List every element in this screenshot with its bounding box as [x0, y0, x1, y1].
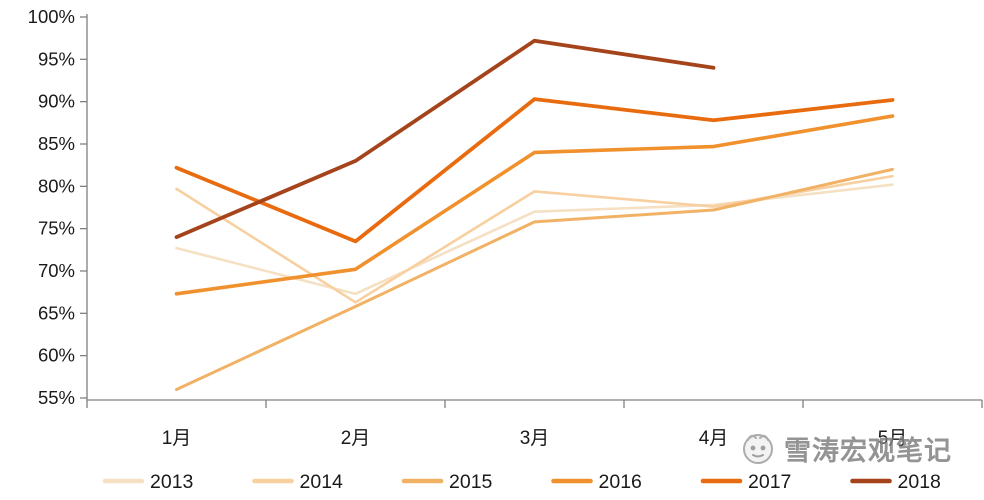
series-line-2015: [175, 167, 894, 392]
y-tick-label: 100%: [28, 6, 75, 27]
y-tick-label: 75%: [38, 218, 75, 239]
legend-item-2015: 2015: [401, 471, 493, 493]
x-tick-label: 4月: [699, 428, 729, 449]
x-tick-label: 1月: [162, 428, 192, 449]
y-tick-label: 60%: [38, 345, 75, 366]
legend-label-2014: 2014: [300, 471, 344, 493]
legend-label-2015: 2015: [449, 471, 493, 493]
series-line-2017: [174, 97, 895, 244]
y-tick-label: 80%: [38, 175, 75, 196]
legend-item-2018: 2018: [850, 471, 941, 493]
legend-label-2018: 2018: [898, 471, 941, 493]
legend-item-2017: 2017: [700, 471, 791, 493]
y-tick-label: 65%: [38, 302, 75, 323]
legend-label-2016: 2016: [599, 471, 642, 493]
y-tick-label: 55%: [38, 387, 75, 408]
x-tick-label: 2月: [341, 428, 371, 449]
legend-item-2013: 2013: [102, 471, 193, 493]
y-tick-label: 85%: [38, 133, 75, 154]
series-line-2018: [174, 38, 716, 240]
legend-item-2016: 2016: [551, 471, 642, 493]
series-line-2016: [174, 114, 895, 296]
y-tick-label: 95%: [38, 48, 75, 69]
legend-label-2017: 2017: [748, 471, 791, 493]
legend-item-2014: 2014: [252, 471, 344, 493]
legend-label-2013: 2013: [150, 471, 193, 493]
x-tick-label: 5月: [878, 428, 908, 449]
y-tick-label: 90%: [38, 91, 75, 112]
x-tick-label: 3月: [520, 428, 550, 449]
y-tick-label: 70%: [38, 260, 75, 281]
